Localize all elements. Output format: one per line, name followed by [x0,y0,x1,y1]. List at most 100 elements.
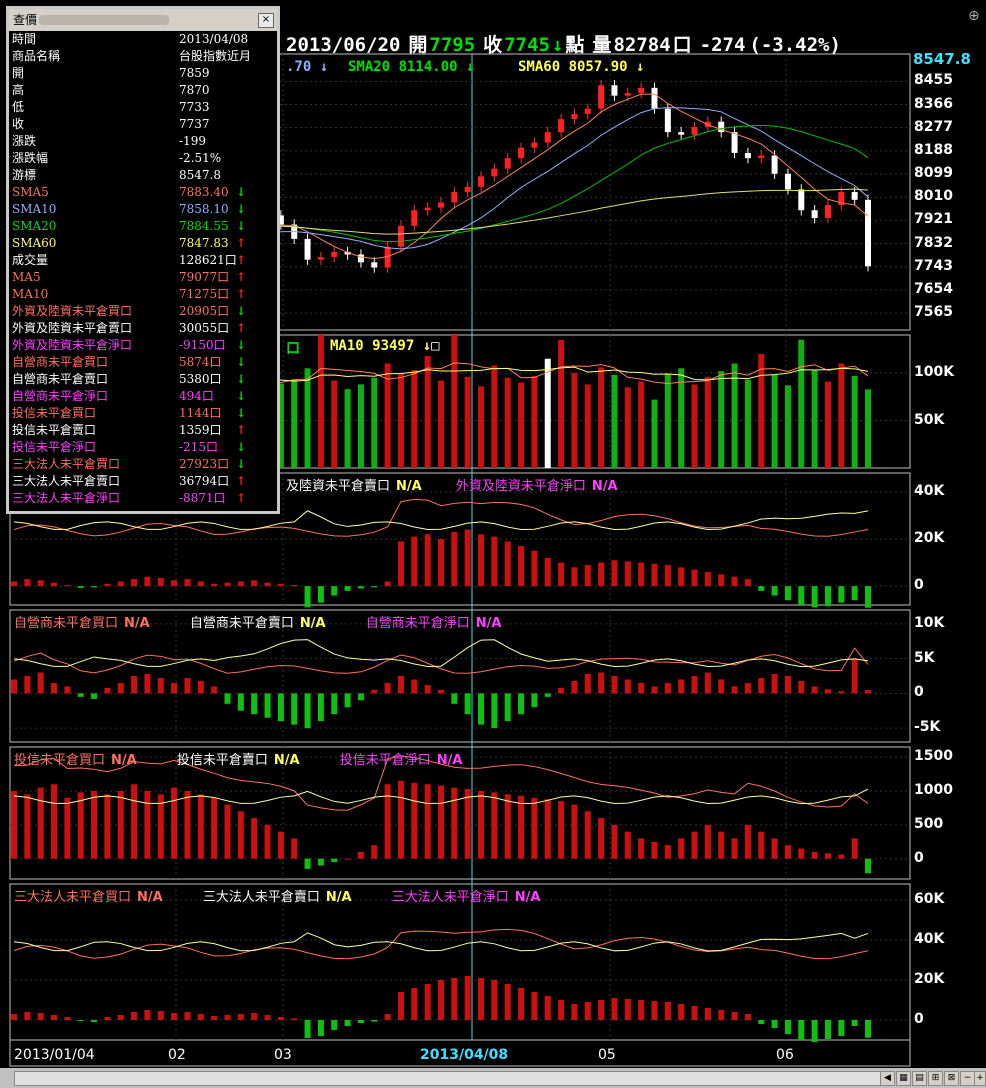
candle-body [504,158,511,169]
volume-bar [544,358,551,468]
net-bar [197,1014,204,1020]
candle-body [638,87,645,94]
net-bar [838,586,845,603]
down-arrow-icon: ↓ [236,372,247,386]
quote-key: 外資及陸資未平倉淨口 [12,338,133,352]
net-bar [638,1000,645,1020]
candle-body [304,238,311,260]
net-bar [91,586,98,588]
net-bar [624,831,631,859]
scrollbar-track[interactable] [14,1071,884,1086]
net-bar [384,784,391,859]
chart-tool-icon-4[interactable]: ⊠ [944,1071,959,1086]
close-button[interactable]: × [258,13,274,28]
net-bar [77,792,84,859]
quote-value: 台股指數近月 [179,49,252,63]
candle-body [811,210,818,219]
quote-window-titlebar[interactable]: 查價 × [9,9,277,31]
quote-window-title: 查價 [13,13,38,27]
volume-bar [838,363,845,468]
net-bar [531,550,538,587]
volume-bar [277,383,284,468]
net-bar [144,576,151,587]
scroll-left-button[interactable]: ◀ [880,1071,895,1086]
quote-value: 7733 [179,100,210,114]
quote-window[interactable]: 查價 × 時間 2013/04/08 商品名稱 台股指數近月開 7859 高 7870 低 77… [6,6,280,514]
volume-bar [491,365,498,468]
sma60-label: SMA60 8057.90 ↓ [518,59,645,75]
net-bar [291,838,298,859]
net-bar [357,586,364,589]
chart-tool-icon-3[interactable]: ⊞ [928,1071,943,1086]
net-bar [317,693,324,722]
net-bar [197,794,204,859]
net-bar [611,824,618,859]
net-bar [277,583,284,587]
net-bar [144,673,151,694]
net-bar [117,682,124,694]
quote-key: SMA60 [12,236,57,250]
zoom-icon[interactable]: ⊕ [968,8,980,24]
net-bar [197,680,204,694]
net-bar [237,693,244,711]
net-bar [611,676,618,694]
quote-row: 低 7733 [9,99,277,116]
price-tick: 8010 [914,188,953,205]
quote-value: 7847.83 [179,236,229,250]
sell-line [13,510,869,531]
chart-tool-icon-2[interactable]: ▤ [912,1071,927,1086]
volume-bar [317,335,324,468]
net-bar [91,1020,98,1022]
volume-bar [758,354,765,468]
net-bar [344,858,351,860]
net-bar [824,689,831,694]
candle-body [838,192,845,206]
net-bar [504,984,511,1020]
header-open: 7795 [429,34,476,56]
net-bar [571,1004,578,1020]
net-bar [731,686,738,694]
chart-tool-icon-1[interactable]: ▦ [896,1071,911,1086]
quote-row: 漲跌幅 -2.51% [9,150,277,167]
net-bar [131,1012,138,1020]
horizontal-scrollbar[interactable]: ◀ ▦ ▤ ⊞ ⊠ − + [0,1068,986,1088]
quote-key: 時間 [12,32,37,46]
zoom-in-icon[interactable]: + [974,1071,986,1086]
price-tick: 8366 [914,95,953,112]
net-bar [584,564,591,587]
net-bar [664,682,671,694]
volume-bar [531,375,538,468]
net-bar [424,685,431,694]
net-bar [51,582,58,587]
net-bar [91,791,98,859]
quote-key: 外資及陸資未平倉買口 [12,304,133,318]
volume-bar [691,384,698,468]
sell-line [13,932,869,952]
volume-bar [624,387,631,468]
net-bar [211,583,218,587]
net-bar [131,784,138,859]
quote-value: 7859 [179,66,210,80]
volume-bar [384,363,391,468]
net-bar [651,686,658,694]
volume-bar [651,399,658,468]
net-bar [771,838,778,859]
zoom-out-icon[interactable]: − [960,1071,975,1086]
candle-body [718,121,725,133]
net-bar [464,788,471,859]
net-bar [678,838,685,859]
net-bar [664,845,671,859]
net-bar [251,818,258,859]
candle-body [371,262,378,268]
net-bar [664,1002,671,1020]
net-bar [237,811,244,859]
net-bar [117,1015,124,1020]
volume-bar [451,335,458,468]
net-bar [237,581,244,587]
net-bar [744,1014,751,1020]
net-bar [424,784,431,859]
trust-panel-labels: 投信未平倉買口 N/A 投信未平倉賣口 N/A 投信未平倉淨口 N/A [14,753,463,768]
quote-rows: 時間 2013/04/08 商品名稱 台股指數近月開 7859 高 7870 低 7733 收 77… [9,31,277,507]
candle-body [438,202,444,208]
quote-row: 外資及陸資未平倉買口 20905口 ↓ [9,303,277,320]
